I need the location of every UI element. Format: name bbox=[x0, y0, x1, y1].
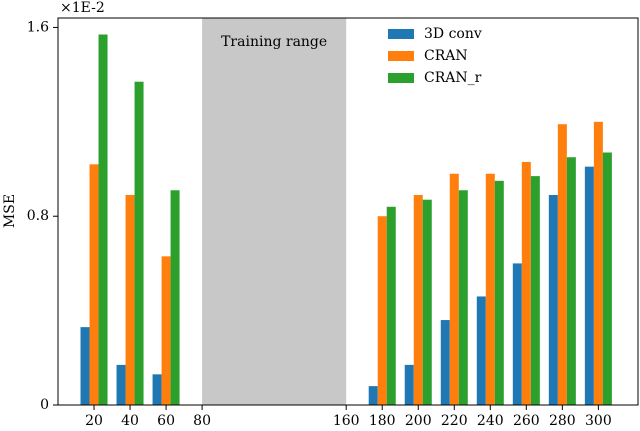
axes-frame bbox=[57, 17, 639, 406]
bar bbox=[125, 194, 135, 405]
bar bbox=[476, 296, 486, 405]
bar bbox=[548, 194, 558, 405]
y-axis-label: MSE bbox=[2, 194, 18, 228]
bar bbox=[566, 157, 576, 405]
x-tick-label: 40 bbox=[121, 413, 139, 427]
bar bbox=[116, 364, 126, 405]
bar bbox=[386, 206, 396, 405]
legend-label: CRAN bbox=[424, 48, 468, 64]
legend-swatch bbox=[388, 29, 414, 39]
bar bbox=[368, 386, 378, 405]
bar bbox=[98, 34, 108, 406]
bar bbox=[494, 180, 504, 405]
legend-label: 3D conv bbox=[424, 26, 482, 42]
bar bbox=[80, 327, 90, 405]
bar bbox=[413, 194, 423, 405]
annotation: Training range bbox=[221, 34, 327, 50]
y-tick-label: 1.6 bbox=[27, 19, 49, 35]
bar bbox=[422, 199, 432, 405]
bar bbox=[557, 124, 567, 405]
bar bbox=[404, 364, 414, 405]
bar bbox=[161, 256, 171, 405]
bar bbox=[602, 152, 612, 405]
bar bbox=[170, 190, 180, 405]
bar bbox=[134, 81, 144, 406]
bar bbox=[593, 121, 603, 405]
x-tick-label: 160 bbox=[333, 413, 360, 427]
bar bbox=[584, 166, 594, 405]
x-tick-label: 240 bbox=[477, 413, 504, 427]
y-tick-label: 0 bbox=[40, 397, 49, 413]
legend-swatch bbox=[388, 73, 414, 83]
training-range bbox=[202, 18, 347, 405]
x-tick-label: 60 bbox=[157, 413, 175, 427]
x-tick-label: 180 bbox=[369, 413, 396, 427]
x-tick-label: 200 bbox=[405, 413, 432, 427]
x-tick-label: 260 bbox=[513, 413, 540, 427]
y-tick-label: 0.8 bbox=[27, 208, 49, 224]
bar bbox=[485, 173, 495, 405]
bar bbox=[377, 216, 387, 405]
bar bbox=[530, 176, 540, 405]
bar bbox=[89, 164, 99, 405]
bar bbox=[512, 263, 522, 405]
x-tick-label: 20 bbox=[85, 413, 103, 427]
bar bbox=[521, 161, 531, 405]
legend-swatch bbox=[388, 51, 414, 61]
bar bbox=[440, 320, 450, 405]
bar bbox=[152, 374, 162, 405]
legend-label: CRAN_r bbox=[424, 70, 482, 86]
y-multiplier: ×1E-2 bbox=[60, 0, 105, 16]
x-tick-label: 80 bbox=[193, 413, 211, 427]
bar bbox=[449, 173, 459, 405]
x-tick-label: 280 bbox=[549, 413, 576, 427]
x-tick-label: 220 bbox=[441, 413, 468, 427]
bar bbox=[458, 190, 468, 405]
x-tick-label: 300 bbox=[585, 413, 612, 427]
